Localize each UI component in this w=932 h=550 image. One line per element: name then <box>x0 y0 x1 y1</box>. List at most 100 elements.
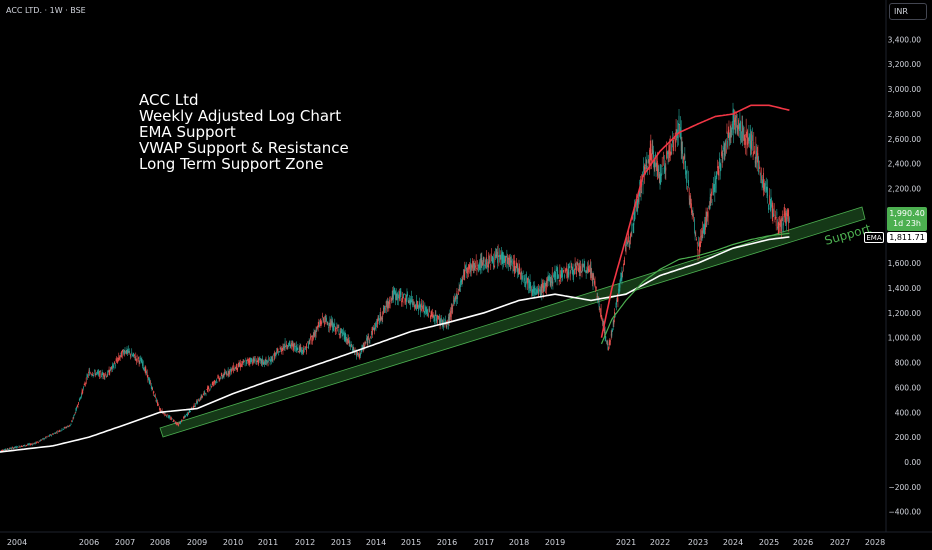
candle-body <box>460 279 462 281</box>
candle-body <box>768 208 770 209</box>
candle-body <box>73 415 75 418</box>
candle-body <box>707 212 709 218</box>
candle-body <box>315 331 316 337</box>
y-tick-label: 3,400.00 <box>888 35 922 44</box>
candle-body <box>393 289 394 300</box>
candle-body <box>394 292 396 293</box>
candle-body <box>160 409 162 412</box>
candle-body <box>146 372 148 376</box>
candle-body <box>622 265 624 266</box>
candle-body <box>706 213 708 225</box>
candle-body <box>607 343 609 350</box>
candle-body <box>206 389 208 390</box>
candle-body <box>204 392 206 394</box>
candle-body <box>178 423 179 426</box>
candle-body <box>352 348 353 351</box>
candle-body <box>643 166 645 177</box>
candle-body <box>358 355 360 357</box>
candle-body <box>189 409 191 413</box>
candle-body <box>657 161 658 176</box>
candle-body <box>543 285 545 292</box>
candle-body <box>271 356 272 362</box>
candle-body <box>279 347 281 349</box>
candle-body <box>403 293 404 299</box>
candle-body <box>25 445 27 446</box>
candle-body <box>289 342 291 347</box>
candle-body <box>417 304 419 308</box>
candle-body <box>363 346 365 348</box>
candle-body <box>225 372 226 373</box>
candle-body <box>196 402 198 405</box>
candle-body <box>504 259 506 263</box>
candle-body <box>733 114 735 133</box>
candle-body <box>570 266 572 268</box>
candle-body <box>461 279 463 283</box>
candle-body <box>524 277 525 281</box>
candle-body <box>682 150 684 154</box>
candle-body <box>122 349 124 352</box>
candle-body <box>202 395 203 397</box>
candle-body <box>26 445 28 446</box>
candle-body <box>75 408 77 413</box>
candle-body <box>383 308 384 315</box>
candle-body <box>453 300 455 302</box>
candle-body <box>683 155 685 159</box>
candle-body <box>176 423 178 425</box>
candle-body <box>515 268 516 272</box>
candle-body <box>596 287 597 289</box>
candle-body <box>276 349 278 351</box>
candle-body <box>358 352 359 357</box>
candle-body <box>253 358 255 361</box>
candle-body <box>357 354 359 355</box>
currency-selector[interactable]: INR <box>889 3 927 20</box>
x-tick-label: 2023 <box>688 538 708 547</box>
candle-body <box>382 312 384 318</box>
candle-body <box>738 124 740 128</box>
candle-body <box>738 119 739 130</box>
candle-body <box>207 387 208 391</box>
candle-body <box>409 298 411 301</box>
candle-body <box>170 417 172 420</box>
x-tick-label: 2012 <box>295 538 315 547</box>
candle-body <box>513 261 515 272</box>
candle-body <box>576 265 577 275</box>
candle-body <box>47 435 49 437</box>
candle-body <box>169 416 171 418</box>
candle-body <box>573 275 575 277</box>
candle-body <box>89 370 91 376</box>
candle-body <box>195 401 197 403</box>
candle-body <box>76 406 77 410</box>
candle-body <box>248 360 250 362</box>
candle-body <box>548 276 550 278</box>
candle-body <box>188 410 190 413</box>
candle-body <box>661 165 663 167</box>
candle-body <box>159 409 161 411</box>
candle-body <box>397 293 398 300</box>
candle-body <box>466 267 468 270</box>
candle-body <box>696 238 697 241</box>
candle-body <box>421 303 422 308</box>
candle-body <box>402 301 404 304</box>
candle-body <box>7 448 9 450</box>
candle-body <box>784 215 786 223</box>
candle-body <box>303 348 304 354</box>
candle-body <box>5 449 7 451</box>
candle-body <box>602 322 604 325</box>
candle-body <box>214 381 216 382</box>
candle-body <box>236 366 237 369</box>
candle-body <box>376 320 378 328</box>
candle-body <box>698 242 700 252</box>
candle-body <box>529 280 530 289</box>
candle-body <box>427 313 429 317</box>
candle-body <box>467 268 468 275</box>
candle-body <box>0 450 2 452</box>
candle-body <box>321 315 323 318</box>
candle-body <box>2 449 3 451</box>
candle-body <box>272 359 274 361</box>
candle-body <box>93 373 95 375</box>
candle-body <box>388 304 390 308</box>
candle-body <box>325 317 327 321</box>
candle-body <box>277 349 279 351</box>
candle-body <box>526 278 528 285</box>
